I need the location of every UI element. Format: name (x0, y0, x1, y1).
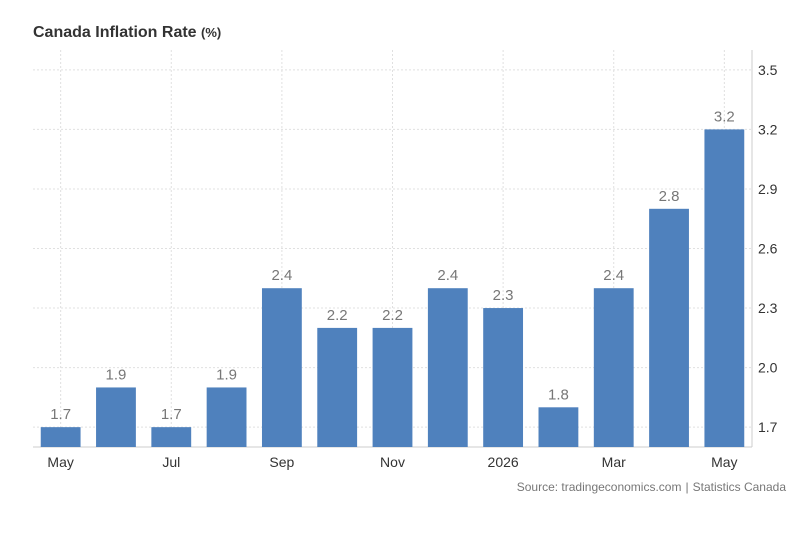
y-tick-label: 1.7 (758, 419, 778, 435)
bar (40, 427, 81, 447)
bar (317, 327, 358, 447)
data-label: 1.9 (106, 366, 127, 383)
bar (483, 308, 524, 447)
data-label: 2.2 (382, 307, 403, 324)
source-separator: | (685, 480, 689, 494)
y-tick-label: 2.3 (758, 300, 778, 316)
data-label: 1.9 (216, 366, 237, 383)
data-label: 1.8 (548, 386, 569, 403)
y-tick-labels: 1.7 2.0 2.3 2.6 2.9 3.2 3.5 (758, 62, 778, 435)
bars (40, 129, 745, 447)
data-label: 2.4 (437, 267, 458, 284)
x-tick-label: Jul (162, 454, 180, 470)
data-label: 2.3 (493, 287, 514, 304)
x-tick-labels: May Jul Sep Nov 2026 Mar May (47, 454, 737, 470)
y-tick-label: 2.0 (758, 360, 778, 376)
x-tick-label: Sep (269, 454, 294, 470)
bar (372, 327, 413, 447)
data-label: 1.7 (161, 406, 182, 423)
x-tick-label: May (47, 454, 73, 470)
y-tick-label: 2.6 (758, 241, 778, 257)
bar (538, 407, 579, 447)
data-label: 3.2 (714, 108, 735, 125)
x-tick-label: Mar (602, 454, 626, 470)
source-agency: Statistics Canada (692, 480, 786, 494)
bar (593, 288, 634, 447)
x-tick-label: May (711, 454, 737, 470)
data-label: 2.4 (271, 267, 292, 284)
source-note: Source: tradingeconomics.com | Statistics … (517, 480, 786, 494)
bar (649, 208, 689, 447)
x-tick-label: Nov (380, 454, 405, 470)
chart-title-text: Canada Inflation Rate (33, 24, 197, 41)
data-label: 2.4 (603, 267, 624, 284)
y-tick-label: 3.5 (758, 62, 778, 78)
y-tick-label: 3.2 (758, 121, 778, 137)
data-labels: 1.7 1.9 1.7 1.9 2.4 2.2 2.2 2.4 2.3 1.8 2.4 2.8 3.2 (50, 108, 735, 423)
bar (261, 288, 302, 447)
source-site: Source: tradingeconomics.com (516, 480, 682, 494)
bar (151, 427, 192, 447)
bar (427, 288, 468, 447)
chart-title-unit: (%) (201, 25, 222, 40)
chart-title: Canada Inflation Rate (%) (33, 24, 221, 42)
x-tick-label: 2026 (488, 454, 519, 470)
bar (96, 387, 136, 447)
data-label: 1.7 (50, 406, 71, 423)
data-label: 2.2 (327, 307, 348, 324)
bar (704, 129, 745, 447)
bar (206, 387, 247, 447)
data-label: 2.8 (659, 188, 680, 205)
y-tick-label: 2.9 (758, 181, 778, 197)
